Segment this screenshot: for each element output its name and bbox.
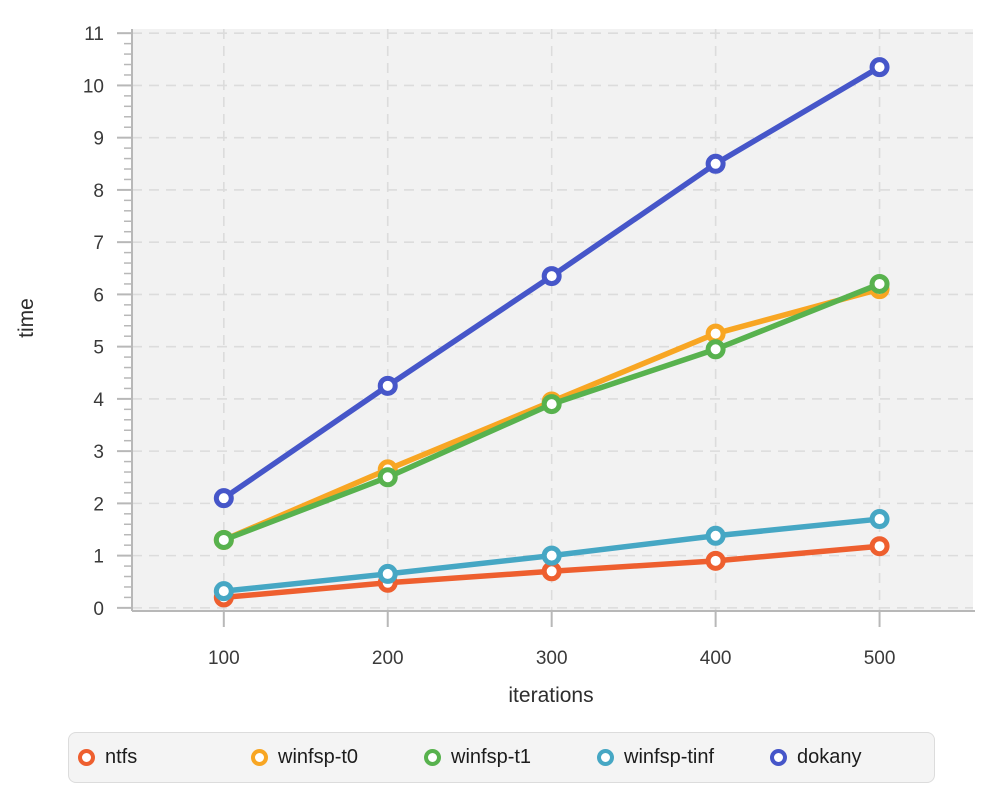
x-tick-label: 400 — [700, 648, 732, 669]
y-tick-label: 1 — [93, 547, 104, 568]
data-point-winfsp-t0 — [705, 323, 726, 344]
data-point-ntfs — [541, 561, 562, 582]
y-tick-label: 3 — [93, 442, 104, 463]
legend-label: winfsp-t0 — [278, 746, 359, 768]
y-tick-label: 8 — [93, 181, 104, 202]
data-point-winfsp-tinf — [869, 509, 890, 530]
y-tick-label: 7 — [93, 233, 104, 254]
legend-label: dokany — [797, 746, 862, 768]
data-point-winfsp-tinf — [705, 525, 726, 546]
y-tick-label: 0 — [93, 599, 104, 620]
legend-label: winfsp-t1 — [451, 746, 532, 768]
plot-background — [132, 29, 973, 611]
x-tick-label: 500 — [864, 648, 896, 669]
line-chart: 0 1 2 3 4 5 6 7 8 9 10 11 100 200 300 400 500 time itera… — [15, 24, 975, 707]
x-tick-label: 200 — [372, 648, 404, 669]
legend-label: ntfs — [105, 746, 138, 768]
legend-marker-icon — [251, 749, 268, 766]
legend-marker-icon — [770, 749, 787, 766]
y-tick-label: 10 — [83, 76, 104, 97]
legend: ntfs winfsp-t0 winfsp-t1 winfsp-tinf dokany — [68, 732, 935, 783]
data-point-dokany — [541, 266, 562, 287]
y-tick-label: 9 — [93, 129, 104, 150]
x-axis-title: iterations — [508, 684, 593, 707]
legend-label: winfsp-tinf — [624, 746, 715, 768]
plot-area: 0 1 2 3 4 5 6 7 8 9 10 11 100 200 300 400 500 — [83, 24, 975, 669]
data-point-winfsp-t1 — [705, 339, 726, 360]
legend-item-dokany: dokany — [770, 746, 862, 769]
legend-marker-icon — [424, 749, 441, 766]
y-axis-title: time — [15, 298, 38, 338]
legend-item-winfsp-t1: winfsp-t1 — [424, 746, 597, 769]
data-point-winfsp-t1 — [377, 467, 398, 488]
data-point-dokany — [377, 375, 398, 396]
y-tick-label: 6 — [93, 285, 104, 306]
legend-item-winfsp-t0: winfsp-t0 — [251, 746, 424, 769]
data-point-winfsp-tinf — [541, 545, 562, 566]
data-point-winfsp-t1 — [869, 273, 890, 294]
x-tick-label: 300 — [536, 648, 568, 669]
legend-item-winfsp-tinf: winfsp-tinf — [597, 746, 770, 769]
legend-marker-icon — [597, 749, 614, 766]
y-tick-label: 5 — [93, 338, 104, 359]
data-point-winfsp-t1 — [541, 394, 562, 415]
legend-marker-icon — [78, 749, 95, 766]
y-tick-label: 2 — [93, 494, 104, 515]
data-point-ntfs — [705, 550, 726, 571]
data-point-winfsp-tinf — [213, 581, 234, 602]
legend-item-ntfs: ntfs — [78, 746, 251, 769]
data-point-winfsp-tinf — [377, 563, 398, 584]
data-point-dokany — [213, 488, 234, 509]
y-tick-label: 11 — [84, 24, 104, 45]
data-point-ntfs — [869, 536, 890, 557]
data-point-dokany — [869, 57, 890, 78]
data-point-winfsp-t1 — [213, 529, 234, 550]
x-tick-label: 100 — [208, 648, 240, 669]
data-point-dokany — [705, 153, 726, 174]
y-tick-label: 4 — [93, 390, 104, 411]
